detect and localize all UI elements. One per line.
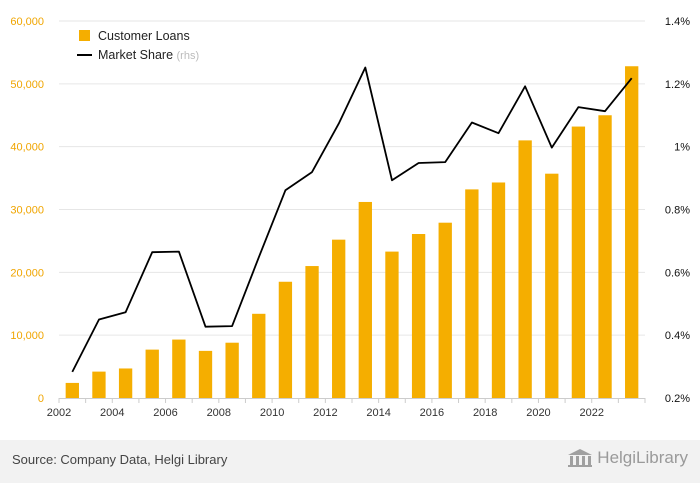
y-left-tick-label: 20,000 bbox=[10, 267, 44, 279]
bar-customer-loans bbox=[92, 371, 106, 398]
y-right-tick-label: 0.8% bbox=[665, 205, 690, 217]
y-right-tick-label: 0.2% bbox=[665, 393, 690, 405]
logo-text: HelgiLibrary bbox=[597, 448, 688, 467]
x-tick-label: 2012 bbox=[313, 407, 337, 419]
bar-customer-loans bbox=[172, 339, 186, 398]
bar-customer-loans bbox=[198, 350, 213, 398]
bar-customer-loans bbox=[225, 342, 239, 398]
bar-customer-loans bbox=[145, 349, 159, 398]
bar-customer-loans bbox=[411, 234, 426, 398]
bar-customer-loans bbox=[625, 66, 639, 399]
x-tick-label: 2018 bbox=[473, 407, 497, 419]
y-left-tick-label: 40,000 bbox=[10, 142, 44, 154]
bar-customer-loans bbox=[598, 115, 612, 398]
x-tick-label: 2014 bbox=[366, 407, 390, 419]
bar-customer-loans bbox=[358, 201, 372, 398]
source-note: Source: Company Data, Helgi Library bbox=[12, 452, 228, 467]
chart: 0 10,000 20,000 30,000 40,000 50,000 60,000 0.2… bbox=[10, 16, 690, 419]
y-left-tick-label: 0 bbox=[38, 393, 44, 405]
x-tick-label: 2022 bbox=[579, 407, 603, 419]
bar-customer-loans bbox=[118, 368, 133, 398]
bar-customer-loans bbox=[332, 239, 346, 398]
x-tick-label: 2004 bbox=[100, 407, 124, 419]
x-tick-label: 2020 bbox=[526, 407, 550, 419]
bar-customer-loans bbox=[571, 126, 586, 398]
bar-customer-loans bbox=[465, 189, 479, 398]
bar-customer-loans bbox=[518, 140, 532, 398]
bar-customer-loans bbox=[305, 266, 319, 398]
x-tick-label: 2002 bbox=[47, 407, 71, 419]
x-tick-label: 2016 bbox=[420, 407, 444, 419]
y-left-tick-label: 10,000 bbox=[10, 330, 44, 342]
y-right-tick-label: 0.6% bbox=[665, 267, 690, 279]
x-tick-label: 2006 bbox=[153, 407, 177, 419]
y-right-tick-label: 1% bbox=[674, 142, 690, 154]
helgi-library-logo[interactable]: HelgiLibrary bbox=[567, 448, 688, 468]
legend-label-market-share: Market Share (rhs) bbox=[98, 48, 199, 62]
bar-customer-loans bbox=[278, 281, 293, 398]
legend-swatch-customer-loans bbox=[79, 30, 90, 41]
bar-customer-loans bbox=[385, 251, 399, 398]
y-left-tick-label: 50,000 bbox=[10, 79, 44, 91]
library-columns-icon bbox=[568, 449, 593, 467]
bar-customer-loans bbox=[65, 382, 79, 398]
legend-label-rhs: (rhs) bbox=[177, 50, 200, 62]
footer: Source: Company Data, Helgi Library Helg… bbox=[0, 440, 700, 483]
bar-customer-loans bbox=[252, 313, 266, 398]
y-right-tick-label: 1.2% bbox=[665, 79, 690, 91]
y-left-tick-label: 30,000 bbox=[10, 205, 44, 217]
y-right-tick-label: 0.4% bbox=[665, 330, 690, 342]
bar-customer-loans bbox=[545, 173, 559, 398]
x-tick-label: 2008 bbox=[207, 407, 231, 419]
x-tick-label: 2010 bbox=[260, 407, 284, 419]
y-right-tick-label: 1.4% bbox=[665, 16, 690, 28]
bar-customer-loans bbox=[491, 182, 506, 398]
y-left-tick-label: 60,000 bbox=[10, 16, 44, 28]
line-market-share bbox=[71, 66, 633, 373]
legend-label-customer-loans: Customer Loans bbox=[98, 29, 190, 43]
bar-customer-loans bbox=[438, 222, 452, 398]
